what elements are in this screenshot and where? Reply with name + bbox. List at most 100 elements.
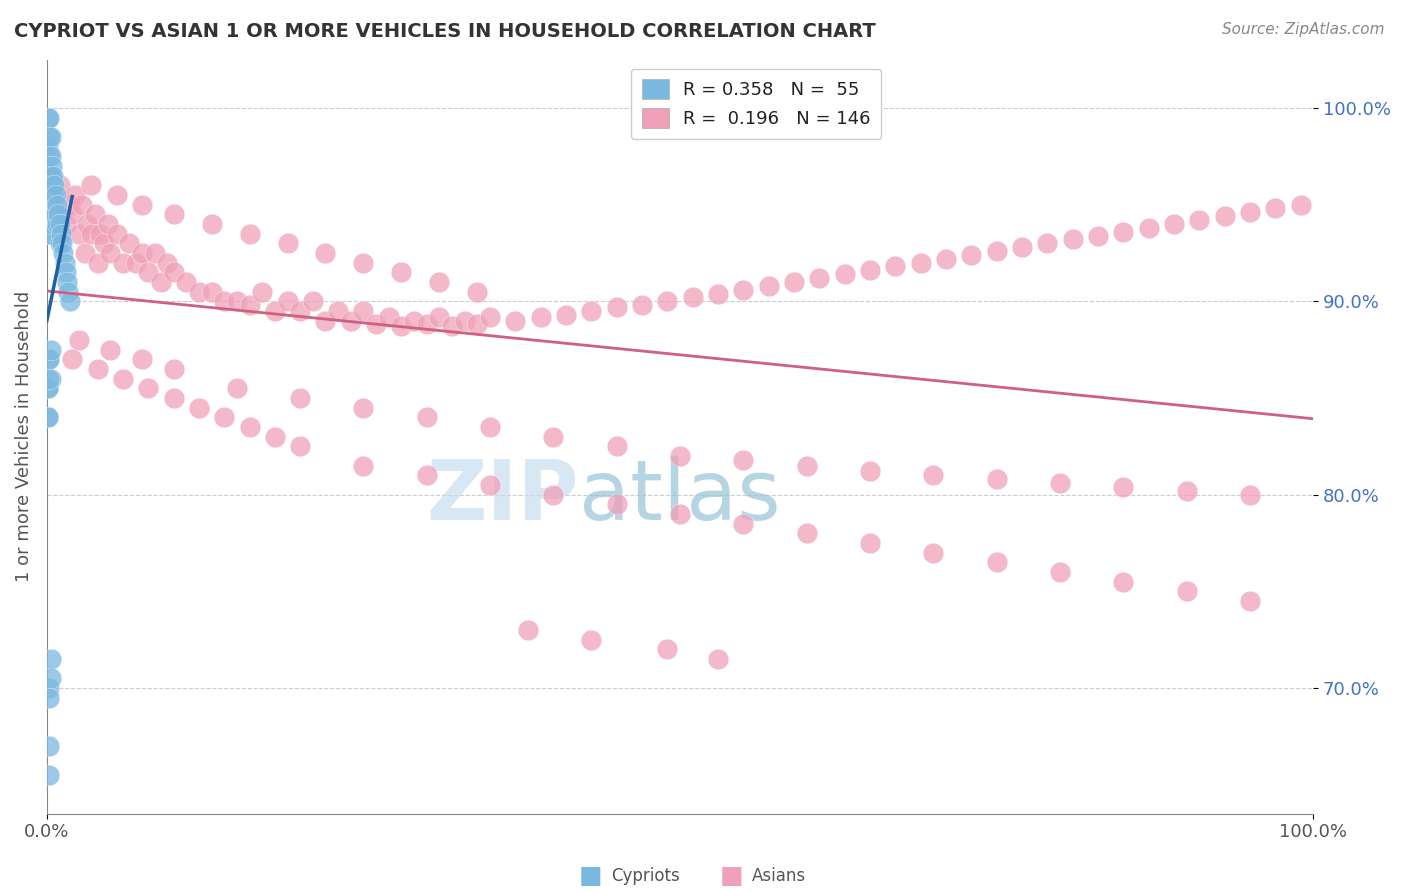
Point: [59, 294, 82, 309]
Point: [98, 246, 121, 260]
Point: [97, 217, 120, 231]
Point: [56, 275, 79, 289]
Point: [48, 178, 70, 193]
Point: [416, 468, 439, 483]
Point: [606, 439, 628, 453]
Point: [1036, 236, 1059, 251]
Point: [143, 246, 166, 260]
Point: [162, 207, 184, 221]
Point: [89, 227, 111, 241]
Point: [353, 304, 375, 318]
Point: [45, 207, 67, 221]
Point: [187, 285, 209, 299]
Point: [238, 298, 260, 312]
Point: [60, 207, 83, 221]
Point: [910, 255, 932, 269]
Point: [796, 458, 818, 473]
Point: [111, 371, 134, 385]
Point: [441, 319, 464, 334]
Text: ■: ■: [579, 864, 602, 888]
Point: [1175, 584, 1198, 599]
Point: [46, 197, 69, 211]
Point: [44, 197, 66, 211]
Point: [935, 252, 957, 266]
Point: [60, 352, 83, 367]
Point: [38, 111, 60, 125]
Point: [657, 642, 679, 657]
Point: [39, 227, 62, 241]
Point: [669, 507, 692, 521]
Point: [136, 265, 159, 279]
Point: [131, 352, 153, 367]
Point: [263, 304, 285, 318]
Point: [51, 236, 73, 251]
Point: [1049, 565, 1071, 579]
Point: [631, 298, 654, 312]
Point: [454, 313, 477, 327]
Point: [37, 381, 59, 395]
Point: [41, 197, 63, 211]
Point: [366, 318, 388, 332]
Point: [606, 300, 628, 314]
Point: [162, 362, 184, 376]
Point: [238, 420, 260, 434]
Point: [52, 246, 75, 260]
Point: [315, 246, 337, 260]
Point: [131, 246, 153, 260]
Point: [1049, 475, 1071, 490]
Point: [41, 178, 63, 193]
Point: [67, 227, 90, 241]
Point: [39, 671, 62, 685]
Point: [733, 283, 755, 297]
Point: [1289, 197, 1312, 211]
Point: [884, 260, 907, 274]
Point: [46, 217, 69, 231]
Point: [543, 487, 565, 501]
Point: [38, 130, 60, 145]
Point: [657, 294, 679, 309]
Point: [238, 227, 260, 241]
Point: [39, 169, 62, 183]
Point: [960, 248, 983, 262]
Point: [136, 381, 159, 395]
Point: [67, 333, 90, 347]
Point: [530, 310, 553, 324]
Point: [378, 310, 401, 324]
Point: [517, 623, 540, 637]
Point: [212, 410, 235, 425]
Point: [49, 227, 72, 241]
Point: [416, 318, 439, 332]
Point: [39, 130, 62, 145]
Point: [59, 197, 82, 211]
Point: [37, 410, 59, 425]
Text: ■: ■: [720, 864, 742, 888]
Point: [1087, 228, 1109, 243]
Point: [1112, 574, 1135, 589]
Point: [986, 244, 1008, 258]
Point: [38, 169, 60, 183]
Point: [353, 458, 375, 473]
Point: [37, 169, 59, 183]
Point: [149, 275, 172, 289]
Point: [41, 159, 63, 173]
Point: [682, 290, 704, 304]
Point: [353, 401, 375, 415]
Point: [42, 207, 65, 221]
Point: [467, 285, 489, 299]
Point: [225, 381, 247, 395]
Point: [276, 294, 298, 309]
Point: [38, 188, 60, 202]
Point: [733, 516, 755, 531]
Point: [1175, 483, 1198, 498]
Point: [46, 207, 69, 221]
Point: [53, 255, 76, 269]
Text: CYPRIOT VS ASIAN 1 OR MORE VEHICLES IN HOUSEHOLD CORRELATION CHART: CYPRIOT VS ASIAN 1 OR MORE VEHICLES IN H…: [14, 22, 876, 41]
Point: [834, 267, 856, 281]
Point: [80, 227, 103, 241]
Point: [84, 207, 107, 221]
Point: [38, 352, 60, 367]
Point: [315, 313, 337, 327]
Point: [288, 391, 311, 405]
Point: [808, 271, 831, 285]
Point: [340, 313, 363, 327]
